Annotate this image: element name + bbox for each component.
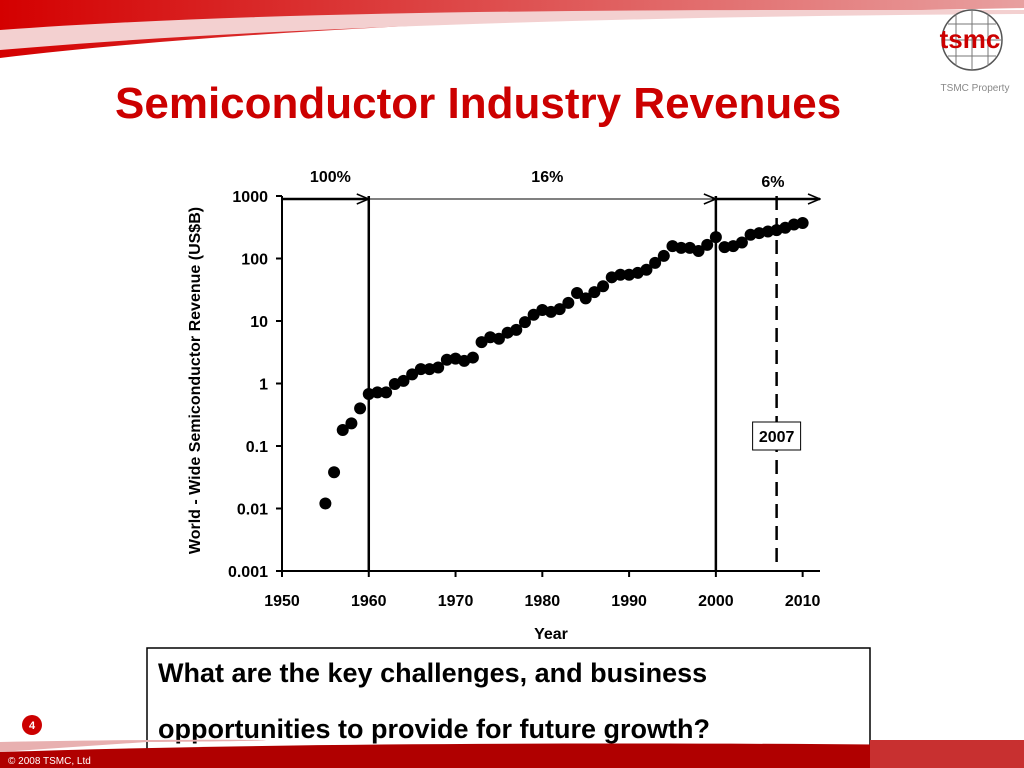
slide-number: 4 bbox=[29, 720, 36, 732]
top-swoosh bbox=[0, 0, 1024, 58]
data-point bbox=[709, 231, 722, 244]
data-point bbox=[649, 256, 662, 269]
question-line: opportunities to provide for future grow… bbox=[158, 714, 710, 744]
x-tick-label: 1950 bbox=[264, 593, 300, 610]
data-point bbox=[675, 241, 688, 254]
x-axis-label: Year bbox=[534, 626, 568, 643]
reference-label-box bbox=[752, 421, 802, 451]
data-point bbox=[354, 402, 367, 415]
logo: tsmc TSMC Property bbox=[940, 9, 1010, 94]
y-tick-label: 1000 bbox=[232, 189, 268, 206]
data-point bbox=[336, 424, 349, 437]
data-point bbox=[553, 303, 566, 316]
data-point bbox=[579, 292, 592, 305]
y-tick-label: 1 bbox=[259, 377, 268, 394]
data-point bbox=[657, 249, 670, 262]
x-tick-label: 1970 bbox=[438, 593, 474, 610]
reference-label: 2007 bbox=[759, 429, 795, 446]
growth-label: 6% bbox=[761, 174, 784, 191]
growth-label: 100% bbox=[310, 169, 351, 186]
top-swoosh-light bbox=[0, 9, 1024, 50]
property-label: TSMC Property bbox=[941, 83, 1010, 94]
data-point bbox=[735, 236, 748, 249]
data-point bbox=[319, 497, 332, 510]
x-tick-label: 1990 bbox=[611, 593, 647, 610]
logo-text: tsmc bbox=[940, 24, 1001, 54]
data-point bbox=[518, 316, 531, 329]
bottom-band bbox=[0, 743, 1024, 768]
data-point bbox=[571, 287, 584, 300]
question-box bbox=[146, 647, 871, 755]
data-point bbox=[597, 280, 610, 293]
y-tick-label: 100 bbox=[241, 252, 268, 269]
data-point bbox=[614, 268, 627, 281]
data-point bbox=[345, 417, 358, 430]
data-point bbox=[701, 238, 714, 251]
data-point bbox=[328, 466, 341, 479]
y-tick-label: 10 bbox=[250, 314, 268, 331]
data-point bbox=[397, 374, 410, 387]
y-tick-label: 0.001 bbox=[228, 564, 268, 581]
data-point bbox=[640, 263, 653, 276]
data-point bbox=[492, 332, 505, 345]
x-tick-label: 2010 bbox=[785, 593, 821, 610]
bottom-swoosh-light bbox=[0, 739, 266, 752]
data-point bbox=[718, 241, 731, 254]
data-point bbox=[432, 361, 445, 374]
data-point bbox=[380, 386, 393, 399]
chart: 0.001 0.01 0.1 1 10 100 1000 1950 1960 1970 1980 19… bbox=[187, 169, 821, 643]
y-axis-label: World - Wide Semiconductor Revenue (US$B… bbox=[187, 207, 204, 554]
y-tick-label: 0.01 bbox=[237, 502, 268, 519]
x-tick-label: 2000 bbox=[698, 593, 734, 610]
data-point bbox=[406, 368, 419, 381]
data-point bbox=[796, 216, 809, 229]
growth-label: 16% bbox=[531, 169, 563, 186]
x-tick-label: 1980 bbox=[525, 593, 561, 610]
slide-number-badge bbox=[22, 715, 42, 735]
slide-title: Semiconductor Industry Revenues bbox=[115, 79, 841, 128]
y-tick-label: 0.1 bbox=[246, 439, 268, 456]
question-line: What are the key challenges, and busines… bbox=[158, 658, 707, 688]
data-point bbox=[562, 296, 575, 309]
data-point bbox=[466, 351, 479, 364]
bottom-band-right bbox=[870, 740, 1024, 768]
data-point bbox=[371, 386, 384, 399]
data-point bbox=[692, 244, 705, 257]
data-point bbox=[588, 286, 601, 299]
x-tick-label: 1960 bbox=[351, 593, 387, 610]
copyright: © 2008 TSMC, Ltd bbox=[8, 756, 91, 767]
data-point bbox=[414, 363, 427, 376]
data-point bbox=[510, 323, 523, 336]
